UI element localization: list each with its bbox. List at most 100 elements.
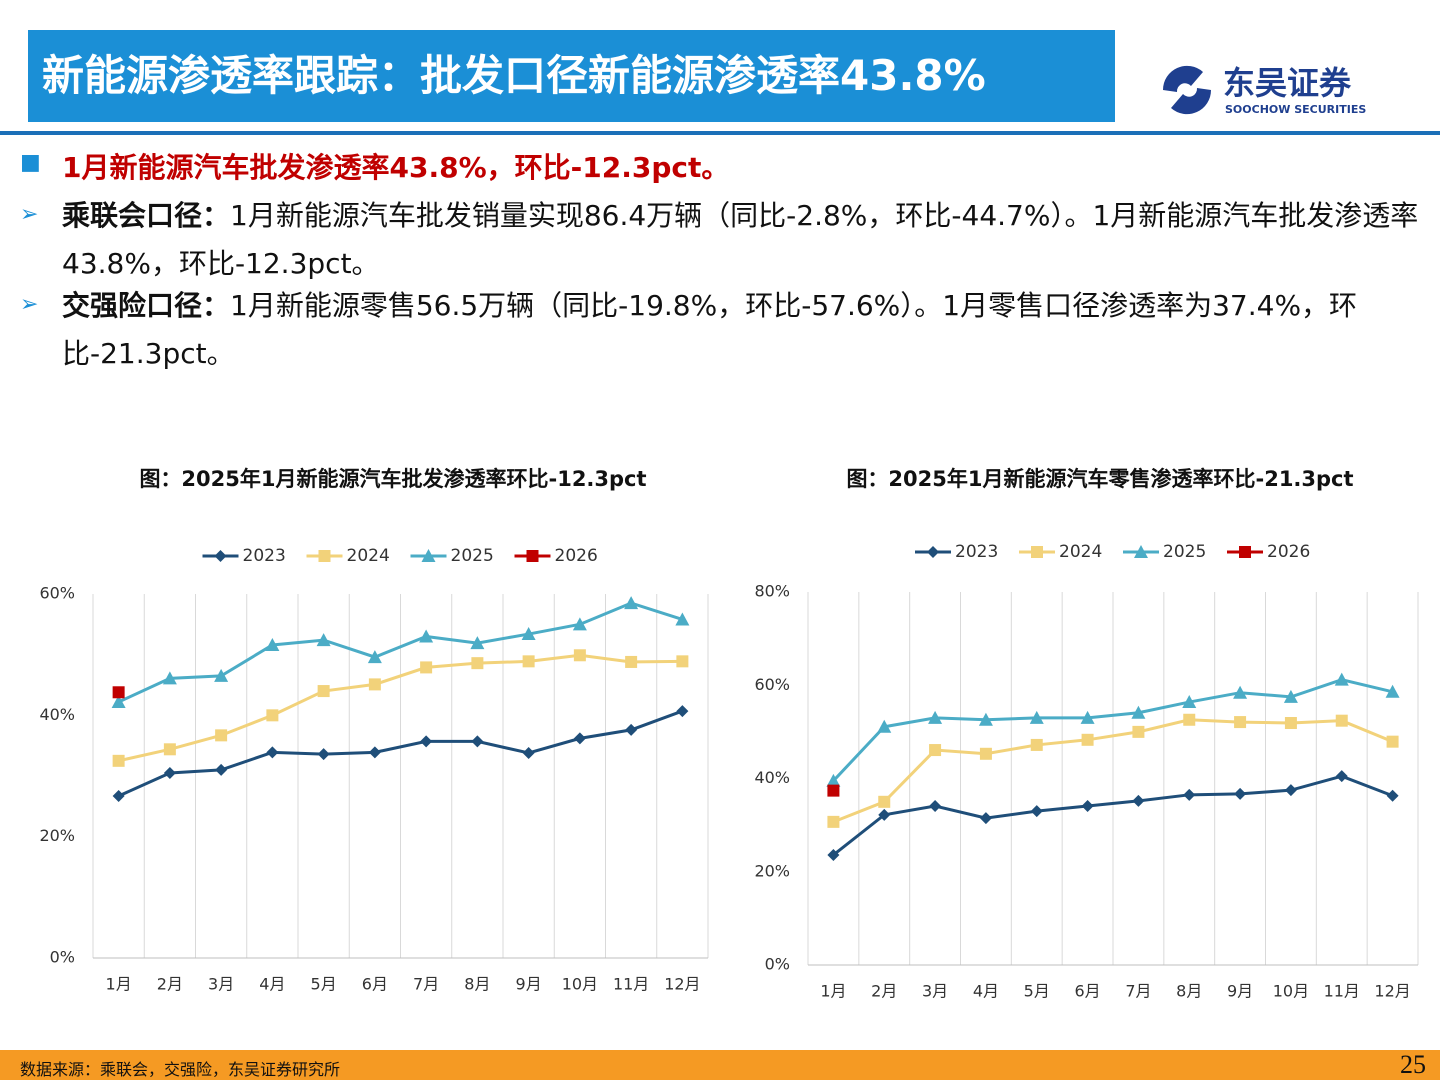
x-tick-label: 6月 <box>1074 982 1100 1001</box>
point <box>1234 716 1247 729</box>
point <box>1386 735 1399 748</box>
point <box>214 550 227 562</box>
x-tick-label: 5月 <box>1024 982 1050 1001</box>
point <box>1132 725 1145 738</box>
point <box>522 655 535 668</box>
point <box>1080 710 1095 724</box>
point <box>367 650 382 664</box>
point <box>368 678 381 691</box>
x-tick-label: 2月 <box>871 982 897 1001</box>
point <box>421 549 436 562</box>
point <box>1081 733 1094 746</box>
bullet-icon: ➢ <box>20 202 39 227</box>
point <box>368 746 381 759</box>
x-tick-label: 11月 <box>1324 982 1360 1001</box>
point <box>1234 787 1247 800</box>
point <box>112 754 125 767</box>
point <box>1134 545 1148 558</box>
point <box>978 712 993 726</box>
y-tick-label: 60% <box>39 584 75 603</box>
series-line <box>832 678 1393 782</box>
x-tick-label: 9月 <box>516 975 542 994</box>
x-tick-label: 3月 <box>208 975 234 994</box>
y-tick-label: 20% <box>754 861 790 880</box>
point <box>522 746 535 759</box>
point <box>1386 789 1399 802</box>
point <box>827 815 840 828</box>
point <box>928 710 943 724</box>
point <box>266 709 279 722</box>
point <box>1183 788 1196 801</box>
legend-label: 2024 <box>1059 542 1102 562</box>
x-tick-label: 8月 <box>1176 982 1202 1001</box>
series-line <box>832 774 1394 857</box>
point <box>1081 800 1094 813</box>
x-tick-label: 6月 <box>362 975 388 994</box>
point <box>163 743 176 756</box>
logo-mark <box>1171 88 1212 115</box>
y-tick-label: 0% <box>765 955 790 974</box>
point <box>1335 714 1348 727</box>
point <box>624 596 639 610</box>
point <box>214 668 229 682</box>
point <box>163 766 176 779</box>
legend-label: 2026 <box>555 546 598 566</box>
x-tick-label: 4月 <box>973 982 999 1001</box>
point <box>317 685 330 698</box>
series-line <box>117 601 683 704</box>
y-tick-label: 40% <box>39 705 75 724</box>
y-tick-label: 40% <box>754 768 790 787</box>
point <box>877 719 892 733</box>
logo-mark <box>1162 65 1203 92</box>
point <box>927 546 939 558</box>
point <box>521 627 536 641</box>
point <box>625 723 638 736</box>
point <box>526 550 539 562</box>
bullet-text: 1月新能源汽车批发销量实现86.4万辆（同比-2.8%，环比-44.7%）。1月… <box>62 199 1419 280</box>
bullet: 乘联会口径：1月新能源汽车批发销量实现86.4万辆（同比-2.8%，环比-44.… <box>62 192 1422 288</box>
point <box>826 773 841 787</box>
footer: 数据来源：乘联会，交强险，东吴证券研究所 25 <box>0 1050 1440 1080</box>
x-tick-label: 11月 <box>613 975 649 994</box>
point <box>1283 689 1298 703</box>
series-line <box>832 718 1394 824</box>
point <box>1183 713 1196 726</box>
point <box>112 790 125 803</box>
y-tick-label: 60% <box>754 675 790 694</box>
point <box>1284 717 1297 730</box>
logo-name: 东吴证券 <box>1223 64 1352 102</box>
point <box>573 649 586 662</box>
point <box>1031 546 1043 558</box>
point <box>1029 710 1044 724</box>
chart-title: 图：2025年1月新能源汽车批发渗透率环比-12.3pct <box>139 467 646 491</box>
point <box>215 763 228 776</box>
point <box>979 747 992 760</box>
point <box>827 848 840 861</box>
point <box>215 729 228 742</box>
point <box>111 694 126 708</box>
point <box>979 812 992 825</box>
bullet-label: 交强险口径： <box>62 289 231 322</box>
page-number: 25 <box>1400 1050 1426 1079</box>
point <box>162 671 177 685</box>
point <box>572 617 587 631</box>
bullet: 交强险口径：1月新能源零售56.5万辆（同比-19.8%，环比-57.6%）。1… <box>62 282 1422 378</box>
point <box>318 550 331 562</box>
x-tick-label: 8月 <box>464 975 490 994</box>
point <box>675 612 690 626</box>
charts: 图：2025年1月新能源汽车批发渗透率环比-12.3pct 0% 20% 40% 60%… <box>39 467 1419 1001</box>
x-tick-label: 7月 <box>413 975 439 994</box>
series-line <box>118 709 683 798</box>
y-tick-label: 0% <box>50 948 75 967</box>
x-tick-label: 1月 <box>820 982 846 1001</box>
point <box>676 705 689 718</box>
point <box>1385 684 1400 698</box>
point <box>625 655 638 668</box>
x-tick-label: 12月 <box>664 975 700 994</box>
point <box>1233 685 1248 699</box>
legend-label: 2026 <box>1267 542 1310 562</box>
x-tick-label: 5月 <box>311 975 337 994</box>
point <box>1131 705 1146 719</box>
legend-label: 2025 <box>451 546 494 566</box>
